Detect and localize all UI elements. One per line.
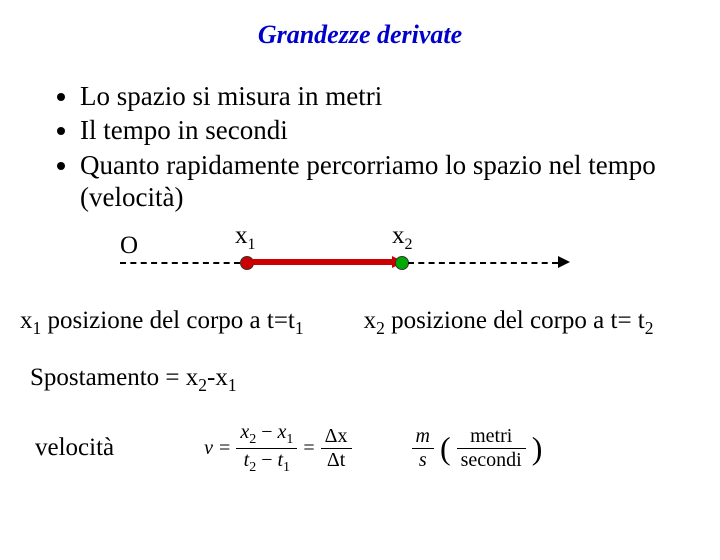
positions-row: x1 posizione del corpo a t=t1 x2 posizio… xyxy=(0,307,720,339)
point-x2 xyxy=(395,256,409,270)
velocity-row: velocità v = x2 − x1 t2 − t1 = Δx Δt m s… xyxy=(0,421,720,476)
x1-label: x1 xyxy=(235,222,256,254)
axis-diagram: O x1 x2 xyxy=(120,222,620,282)
units-formula: m s ( metri secondi ) xyxy=(412,425,543,472)
axis-dashed-left xyxy=(120,262,240,264)
position-x1-text: x1 posizione del corpo a t=t1 xyxy=(20,307,304,339)
spostamento-line: Spostamento = x2-x1 xyxy=(30,364,720,396)
x2-label: x2 xyxy=(392,222,413,254)
bullet-item: Il tempo in secondi xyxy=(80,114,720,146)
origin-label: O xyxy=(120,232,138,260)
axis-arrow-head xyxy=(558,256,570,268)
axis-dashed-right xyxy=(408,262,558,264)
velocita-label: velocità xyxy=(35,434,114,462)
position-x2-text: x2 posizione del corpo a t= t2 xyxy=(364,307,654,339)
bullet-item: Lo spazio si misura in metri xyxy=(80,80,720,112)
velocity-formula: v = x2 − x1 t2 − t1 = Δx Δt xyxy=(204,421,351,476)
slide-title: Grandezze derivate xyxy=(0,20,720,50)
bullet-list: Lo spazio si misura in metri Il tempo in… xyxy=(50,80,720,214)
red-arrow-body xyxy=(252,259,392,265)
bullet-item: Quanto rapidamente percorriamo lo spazio… xyxy=(80,149,720,214)
